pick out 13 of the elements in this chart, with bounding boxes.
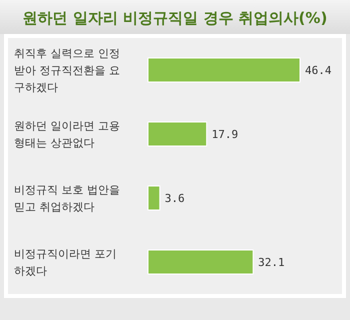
chart-title: 원하던 일자리 비정규직일 경우 취업의사(%) (22, 9, 328, 27)
bar (148, 186, 160, 210)
data-label: 46.4 (305, 64, 332, 77)
y-tick-label: 비정규직 보호 법안을 믿고 취업하겠다 (14, 184, 124, 214)
data-label: 17.9 (212, 128, 238, 141)
y-tick-label: 원하던 일이라면 고용형태는 상관없다 (14, 120, 120, 150)
y-tick-label: 취직후 실력으로 인정받아 정규직전환을 요구하겠다 (14, 47, 120, 94)
bar (148, 250, 254, 274)
bar (148, 122, 208, 146)
y-tick-label: 비정규직이라면 포기하겠다 (14, 248, 116, 278)
bar (148, 58, 300, 82)
data-label: 3.6 (164, 192, 185, 205)
data-label: 32.1 (258, 256, 285, 269)
